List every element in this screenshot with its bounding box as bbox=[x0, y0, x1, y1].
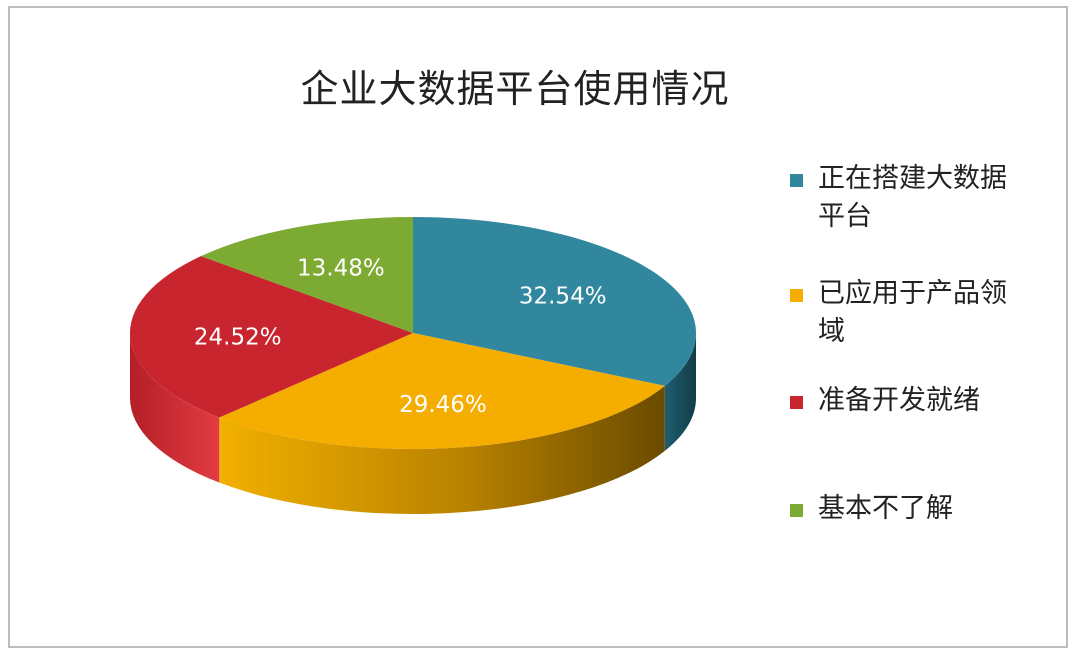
legend-swatch-green bbox=[790, 504, 803, 517]
pie-slice-unknown bbox=[200, 217, 413, 333]
pie-slice-applied bbox=[219, 333, 665, 449]
pie-side-preparing bbox=[130, 333, 220, 483]
pie-labels: 32.54% 29.46% 24.52% 13.48% bbox=[194, 255, 607, 417]
pie-side-building bbox=[664, 333, 696, 451]
pie-slice-preparing bbox=[129, 256, 414, 418]
data-label-applied: 29.46% bbox=[399, 392, 487, 418]
legend-swatch-teal bbox=[790, 174, 803, 187]
data-label-preparing: 24.52% bbox=[194, 324, 282, 350]
legend-label: 正在搭建大数据平台 bbox=[818, 163, 1007, 232]
data-label-unknown: 13.48% bbox=[297, 255, 385, 281]
chart-title: 企业大数据平台使用情况 bbox=[300, 67, 730, 111]
legend-swatch-red bbox=[790, 396, 803, 409]
pie-slice-building bbox=[413, 217, 696, 386]
data-label-building: 32.54% bbox=[519, 284, 607, 310]
legend-swatch-amber bbox=[790, 289, 803, 302]
legend-label: 基本不了解 bbox=[818, 493, 953, 524]
pie-side-applied bbox=[219, 385, 665, 514]
legend-label: 准备开发就绪 bbox=[818, 385, 980, 416]
legend-label: 已应用于产品领域 bbox=[818, 278, 1007, 347]
pie-sides bbox=[130, 333, 696, 514]
pie-tops bbox=[129, 217, 696, 449]
